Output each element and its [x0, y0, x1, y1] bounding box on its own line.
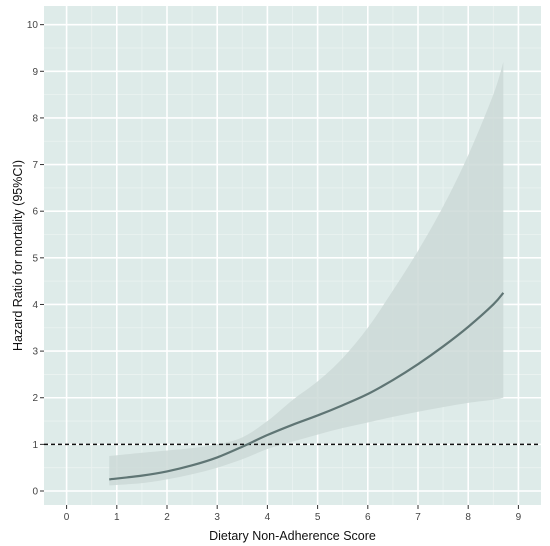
hazard-ratio-curve: [109, 292, 505, 481]
y-axis-title: Hazard Ratio for mortality (95%CI): [11, 160, 25, 351]
x-tick-label: 6: [365, 512, 371, 523]
y-tick-label: 6: [32, 207, 38, 218]
y-tick-label: 8: [32, 113, 38, 124]
confidence-interval-band: [109, 61, 504, 486]
y-tick-label: 5: [32, 253, 38, 264]
x-tick-label: 4: [265, 512, 271, 523]
y-tick-label: 7: [32, 160, 38, 171]
y-axis-ticks: 0 1 2 3 4 5 6 7 8 9 10: [27, 20, 44, 498]
y-tick-label: 9: [32, 67, 38, 78]
x-tick-label: 7: [415, 512, 421, 523]
x-axis-title: Dietary Non-Adherence Score: [209, 529, 376, 543]
y-tick-label: 1: [32, 440, 38, 451]
x-tick-label: 5: [315, 512, 321, 523]
x-tick-label: 1: [114, 512, 120, 523]
x-tick-label: 2: [164, 512, 170, 523]
x-tick-label: 3: [214, 512, 220, 523]
y-tick-label: 2: [32, 393, 38, 404]
y-tick-label: 3: [32, 347, 38, 358]
y-tick-label: 0: [32, 487, 38, 498]
x-tick-label: 0: [64, 512, 70, 523]
x-axis-ticks: 0 1 2 3 4 5 6 7 8 9: [64, 505, 522, 523]
y-tick-label: 10: [27, 20, 39, 31]
x-tick-label: 9: [516, 512, 522, 523]
y-tick-label: 4: [32, 300, 38, 311]
x-tick-label: 8: [465, 512, 471, 523]
